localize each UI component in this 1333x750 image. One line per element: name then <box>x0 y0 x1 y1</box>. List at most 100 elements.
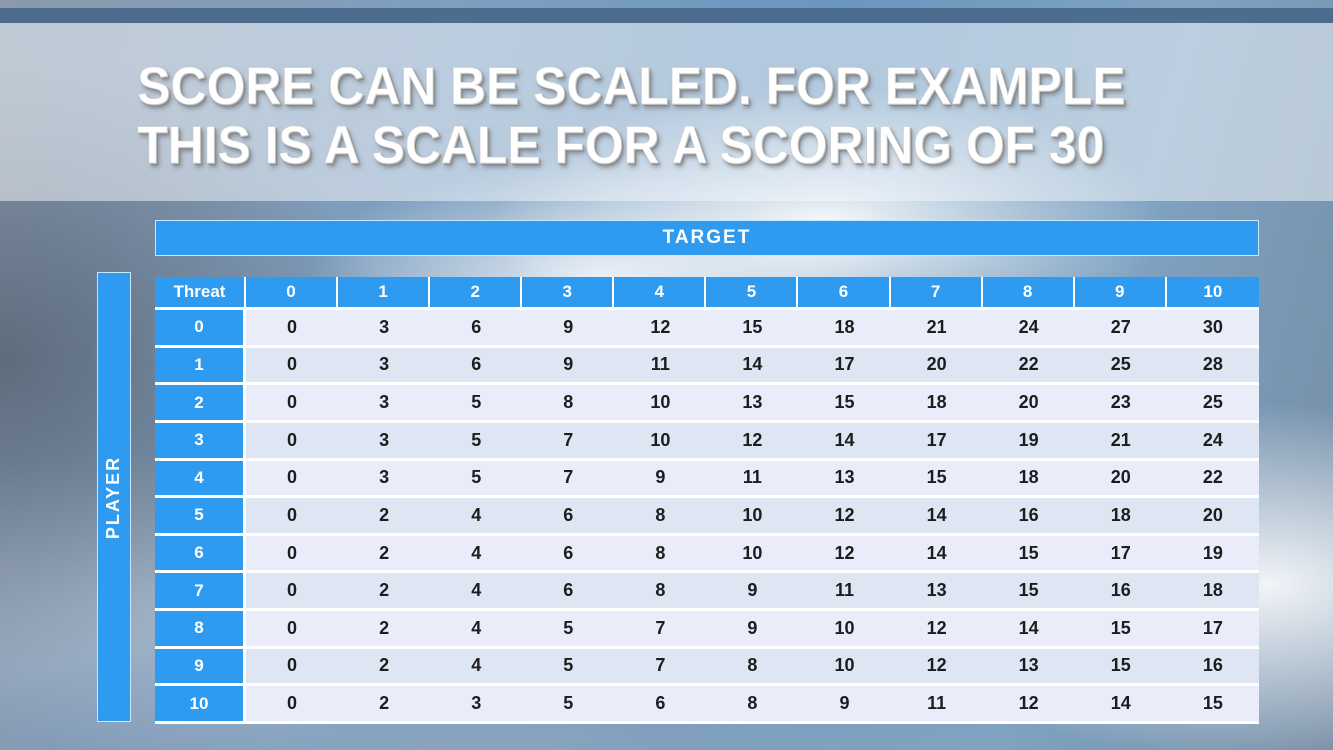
score-cell: 7 <box>522 422 615 461</box>
score-cell: 15 <box>1166 686 1259 724</box>
table-row: 3 0 3 5 7 10 12 14 17 19 21 24 <box>155 422 1259 461</box>
player-row-header: 3 <box>155 422 246 461</box>
score-table-body: 0 0 3 6 9 12 15 18 21 24 27 30 1 0 3 6 9 11 14 17 20 22 25 28 2 0… <box>155 310 1259 724</box>
score-cell: 9 <box>522 347 615 386</box>
column-header-row: Threat 0 1 2 3 4 5 6 7 8 9 10 <box>155 277 1259 310</box>
score-cell: 24 <box>1166 422 1259 461</box>
player-row-header: 1 <box>155 347 246 386</box>
score-cell: 18 <box>890 385 983 423</box>
score-cell: 17 <box>1166 611 1259 649</box>
score-cell: 18 <box>1074 498 1167 536</box>
score-cell: 21 <box>890 310 983 348</box>
score-cell: 2 <box>338 535 431 574</box>
score-cell: 15 <box>798 385 891 423</box>
score-cell: 19 <box>1166 535 1259 574</box>
score-cell: 21 <box>1074 422 1167 461</box>
score-cell: 0 <box>246 535 339 574</box>
score-cell: 6 <box>430 310 523 348</box>
score-cell: 4 <box>430 573 523 611</box>
score-cell: 15 <box>890 460 983 499</box>
score-cell: 27 <box>1074 310 1167 348</box>
target-col-header: 3 <box>522 277 615 310</box>
target-axis-header: TARGET <box>155 220 1259 256</box>
score-cell: 12 <box>798 498 891 536</box>
table-row: 9 0 2 4 5 7 8 10 12 13 15 16 <box>155 648 1259 687</box>
table-row: 2 0 3 5 8 10 13 15 18 20 23 25 <box>155 385 1259 423</box>
score-cell: 7 <box>614 648 707 687</box>
score-cell: 16 <box>1074 573 1167 611</box>
score-cell: 10 <box>706 535 799 574</box>
score-cell: 20 <box>982 385 1075 423</box>
player-row-header: 10 <box>155 686 246 724</box>
score-cell: 10 <box>614 422 707 461</box>
title-band: SCORE CAN BE SCALED. FOR EXAMPLE THIS IS… <box>0 23 1333 201</box>
score-cell: 13 <box>890 573 983 611</box>
score-cell: 2 <box>338 611 431 649</box>
score-cell: 14 <box>890 535 983 574</box>
score-cell: 0 <box>246 460 339 499</box>
score-cell: 15 <box>706 310 799 348</box>
score-cell: 11 <box>706 460 799 499</box>
slide-title-line-2: THIS IS A SCALE FOR A SCORING OF 30 <box>137 116 1105 176</box>
score-cell: 8 <box>614 573 707 611</box>
score-cell: 15 <box>1074 648 1167 687</box>
score-table-head: Threat 0 1 2 3 4 5 6 7 8 9 10 <box>155 277 1259 310</box>
slide-title-line-1: SCORE CAN BE SCALED. FOR EXAMPLE <box>137 57 1126 117</box>
score-cell: 23 <box>1074 385 1167 423</box>
player-row-header: 5 <box>155 498 246 536</box>
score-cell: 11 <box>798 573 891 611</box>
score-cell: 9 <box>798 686 891 724</box>
player-axis-label: PLAYER <box>103 455 124 539</box>
player-axis-header: PLAYER <box>97 272 131 722</box>
score-cell: 6 <box>430 347 523 386</box>
score-cell: 9 <box>522 310 615 348</box>
score-cell: 0 <box>246 498 339 536</box>
score-cell: 9 <box>706 573 799 611</box>
threat-corner-header: Threat <box>155 277 246 310</box>
score-cell: 9 <box>706 611 799 649</box>
score-cell: 20 <box>1074 460 1167 499</box>
score-cell: 2 <box>338 648 431 687</box>
score-cell: 15 <box>1074 611 1167 649</box>
target-col-header: 8 <box>982 277 1075 310</box>
score-cell: 9 <box>614 460 707 499</box>
score-cell: 3 <box>338 310 431 348</box>
score-cell: 5 <box>522 648 615 687</box>
score-cell: 19 <box>982 422 1075 461</box>
score-cell: 18 <box>798 310 891 348</box>
target-col-header: 5 <box>706 277 799 310</box>
score-cell: 16 <box>982 498 1075 536</box>
score-cell: 10 <box>706 498 799 536</box>
player-row-header: 6 <box>155 535 246 574</box>
score-cell: 0 <box>246 422 339 461</box>
score-cell: 20 <box>890 347 983 386</box>
score-cell: 17 <box>798 347 891 386</box>
score-cell: 8 <box>522 385 615 423</box>
table-row: 5 0 2 4 6 8 10 12 14 16 18 20 <box>155 498 1259 536</box>
target-col-header: 10 <box>1166 277 1259 310</box>
score-cell: 28 <box>1166 347 1259 386</box>
score-cell: 13 <box>706 385 799 423</box>
score-cell: 4 <box>430 535 523 574</box>
score-cell: 0 <box>246 648 339 687</box>
score-cell: 7 <box>522 460 615 499</box>
score-cell: 22 <box>1166 460 1259 499</box>
table-row: 8 0 2 4 5 7 9 10 12 14 15 17 <box>155 611 1259 649</box>
score-cell: 6 <box>522 535 615 574</box>
score-cell: 25 <box>1166 385 1259 423</box>
score-cell: 12 <box>614 310 707 348</box>
table-row: 4 0 3 5 7 9 11 13 15 18 20 22 <box>155 460 1259 499</box>
player-row-header: 2 <box>155 385 246 423</box>
score-cell: 2 <box>338 573 431 611</box>
score-cell: 18 <box>982 460 1075 499</box>
score-cell: 14 <box>982 611 1075 649</box>
score-cell: 16 <box>1166 648 1259 687</box>
table-row: 0 0 3 6 9 12 15 18 21 24 27 30 <box>155 310 1259 348</box>
score-cell: 4 <box>430 611 523 649</box>
top-accent-strip <box>0 8 1333 23</box>
score-cell: 6 <box>522 498 615 536</box>
score-cell: 3 <box>338 422 431 461</box>
score-cell: 17 <box>1074 535 1167 574</box>
score-cell: 3 <box>338 385 431 423</box>
